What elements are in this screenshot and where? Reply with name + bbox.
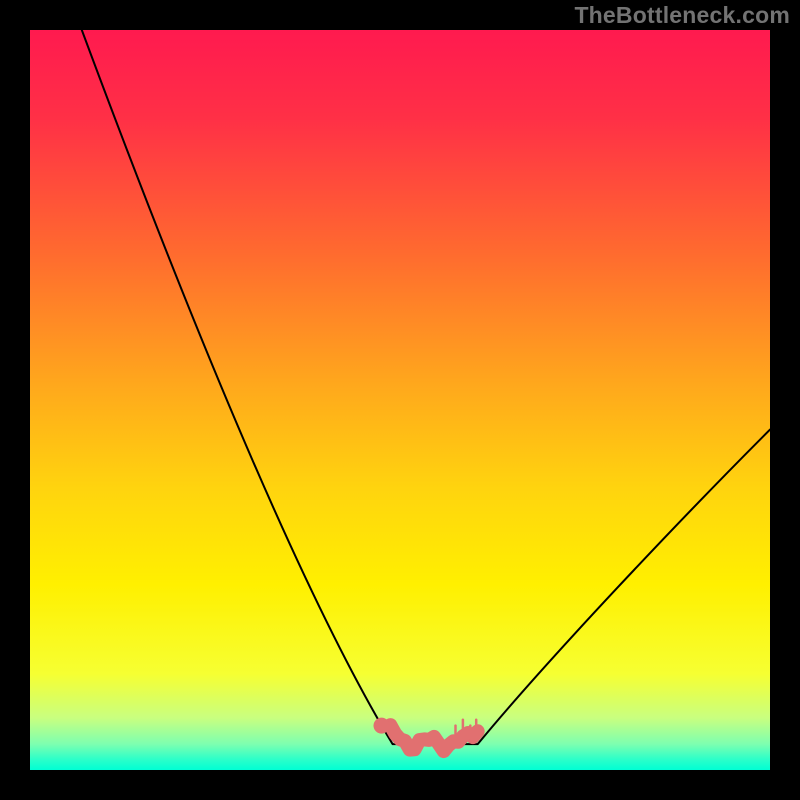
watermark-text: TheBottleneck.com [574, 2, 790, 29]
plot-area [30, 30, 770, 770]
valley-highlight-dot [374, 718, 390, 734]
plot-svg [30, 30, 770, 770]
gradient-background [30, 30, 770, 770]
chart-frame: TheBottleneck.com [0, 0, 800, 800]
